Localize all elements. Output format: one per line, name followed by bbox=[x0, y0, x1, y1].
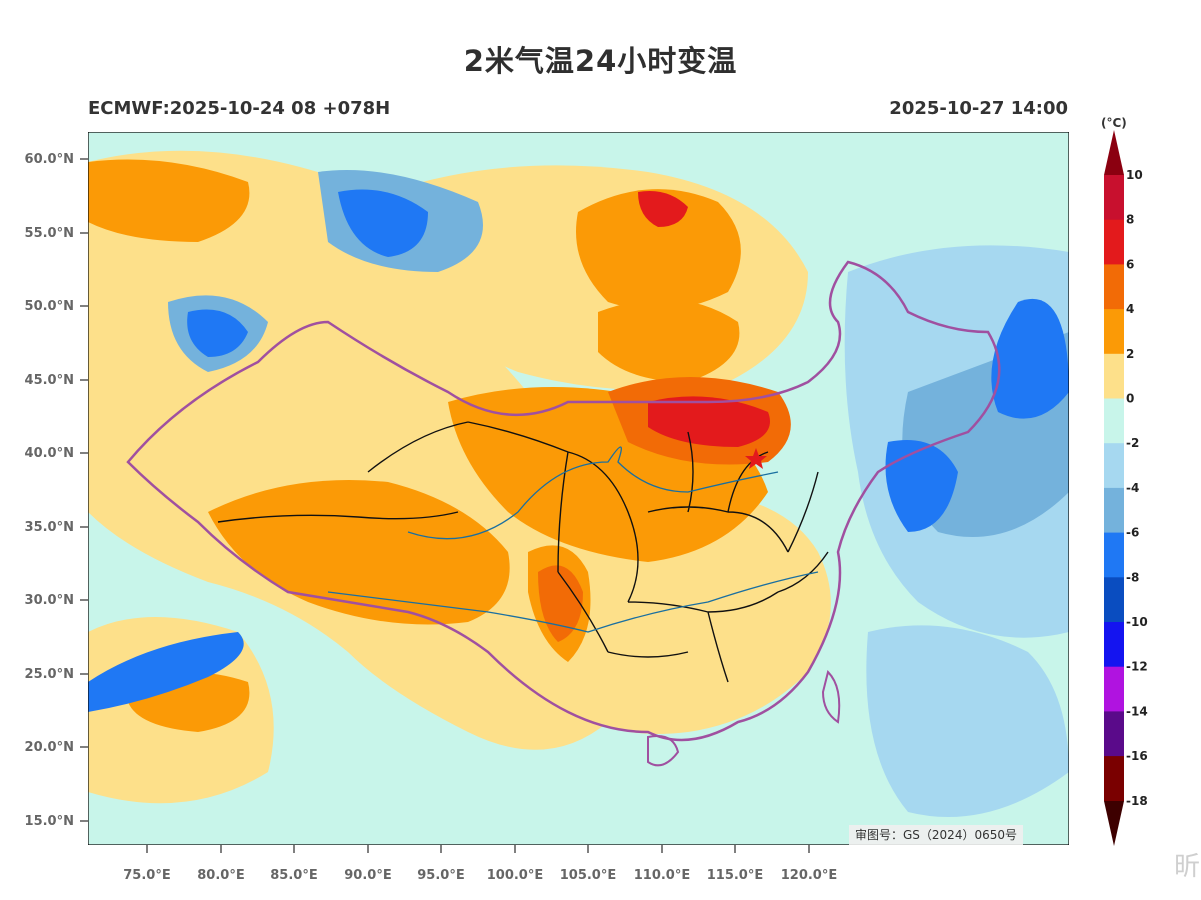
colorbar-segment bbox=[1104, 353, 1124, 399]
colorbar-segment bbox=[1104, 219, 1124, 265]
warm-peak-siberia bbox=[638, 191, 688, 227]
colorbar-segment bbox=[1104, 532, 1124, 578]
temperature-change-map bbox=[88, 132, 1069, 845]
lat-label: 25.0°N bbox=[25, 667, 74, 682]
colorbar-label: -8 bbox=[1126, 570, 1139, 584]
lon-label: 95.0°E bbox=[417, 868, 464, 883]
colorbar-segment bbox=[1104, 487, 1124, 534]
latitude-axis: 60.0°N 55.0°N 50.0°N 45.0°N 40.0°N 35.0°… bbox=[25, 152, 88, 829]
colorbar: 10 8 6 4 2 0 -2 -4 -6 -8 -10 -12 -14 -16 -18 bbox=[1104, 130, 1148, 846]
colorbar-labels: 10 8 6 4 2 0 -2 -4 -6 -8 -10 -12 -14 -16 -18 bbox=[1126, 168, 1148, 808]
cold-region-ne-deep bbox=[991, 298, 1069, 419]
warm-mid-mongolia-s bbox=[598, 299, 740, 382]
colorbar-label: -18 bbox=[1126, 794, 1148, 808]
colorbar-label: 4 bbox=[1126, 302, 1134, 316]
country-boundary bbox=[126, 260, 1001, 742]
lat-label: 35.0°N bbox=[25, 520, 74, 535]
colorbar-segment bbox=[1104, 443, 1124, 489]
colorbar-segment bbox=[1104, 666, 1124, 712]
colorbar-label: -16 bbox=[1126, 749, 1148, 763]
colorbar-segment bbox=[1104, 175, 1124, 221]
warm-mid-kazakh bbox=[88, 159, 250, 242]
beijing-star-icon bbox=[745, 448, 767, 469]
taiwan-boundary bbox=[821, 670, 841, 724]
colorbar-label: -6 bbox=[1126, 526, 1139, 540]
warm-peak-north-china bbox=[648, 396, 770, 447]
province-lines bbox=[217, 421, 829, 683]
cold-region-bengal bbox=[88, 632, 244, 712]
cold-region-siberia-deep bbox=[338, 189, 428, 257]
lon-label: 85.0°E bbox=[270, 868, 317, 883]
lat-label: 55.0°N bbox=[25, 226, 74, 241]
colorbar-label: -14 bbox=[1126, 704, 1148, 718]
colorbar-label: 0 bbox=[1126, 392, 1134, 406]
colorbar-bottom-cap bbox=[1104, 801, 1124, 846]
colorbar-label: 10 bbox=[1126, 168, 1143, 182]
model-run-label: ECMWF:2025-10-24 08 +078H bbox=[88, 98, 391, 119]
watermark: 昕 bbox=[1173, 852, 1200, 882]
lat-label: 20.0°N bbox=[25, 740, 74, 755]
colorbar-segment bbox=[1104, 398, 1124, 444]
cold-region-kazakh-deep bbox=[187, 309, 248, 357]
colorbar-segment bbox=[1104, 711, 1124, 757]
yangtze-river bbox=[327, 571, 819, 633]
colorbar-label: -10 bbox=[1126, 615, 1148, 629]
colorbar-unit: (°C) bbox=[1101, 116, 1127, 130]
valid-time-label: 2025-10-27 14:00 bbox=[889, 98, 1068, 119]
lon-label: 110.0°E bbox=[634, 868, 691, 883]
colorbar-segments bbox=[1104, 175, 1124, 802]
colorbar-segment bbox=[1104, 264, 1124, 310]
lon-label: 75.0°E bbox=[123, 868, 170, 883]
colorbar-label: -2 bbox=[1126, 436, 1139, 450]
colorbar-label: -12 bbox=[1126, 660, 1148, 674]
cold-region-ocean bbox=[866, 625, 1069, 817]
longitude-axis: 75.0°E 80.0°E 85.0°E 90.0°E 95.0°E 100.0… bbox=[123, 845, 838, 883]
colorbar-label: 2 bbox=[1126, 347, 1134, 361]
cold-region-korea bbox=[885, 440, 958, 532]
lon-label: 90.0°E bbox=[344, 868, 391, 883]
lon-label: 100.0°E bbox=[487, 868, 544, 883]
lon-label: 105.0°E bbox=[560, 868, 617, 883]
colorbar-label: 8 bbox=[1126, 213, 1134, 227]
lat-label: 45.0°N bbox=[25, 373, 74, 388]
lat-label: 30.0°N bbox=[25, 593, 74, 608]
lon-label: 120.0°E bbox=[781, 868, 838, 883]
yellow-river bbox=[407, 446, 779, 540]
lon-label: 80.0°E bbox=[197, 868, 244, 883]
colorbar-label: -4 bbox=[1126, 481, 1139, 495]
lon-label: 115.0°E bbox=[707, 868, 764, 883]
map-approval-number: 审图号：GS（2024）0650号 bbox=[849, 825, 1023, 845]
lat-label: 50.0°N bbox=[25, 299, 74, 314]
lat-label: 40.0°N bbox=[25, 446, 74, 461]
latitude-label-group: 60.0°N 55.0°N 50.0°N 45.0°N 40.0°N 35.0°… bbox=[25, 152, 74, 829]
colorbar-top-cap bbox=[1104, 130, 1124, 175]
lat-label: 60.0°N bbox=[25, 152, 74, 167]
colorbar-segment bbox=[1104, 309, 1124, 355]
colorbar-label: 6 bbox=[1126, 257, 1134, 271]
colorbar-segment bbox=[1104, 756, 1124, 802]
warm-mid-mongolia-n bbox=[576, 189, 741, 310]
colorbar-segment bbox=[1104, 577, 1124, 623]
colorbar-segment bbox=[1104, 622, 1124, 668]
lat-label: 15.0°N bbox=[25, 814, 74, 829]
chart-title: 2米气温24小时变温 bbox=[463, 44, 738, 78]
hainan-boundary bbox=[647, 735, 680, 767]
